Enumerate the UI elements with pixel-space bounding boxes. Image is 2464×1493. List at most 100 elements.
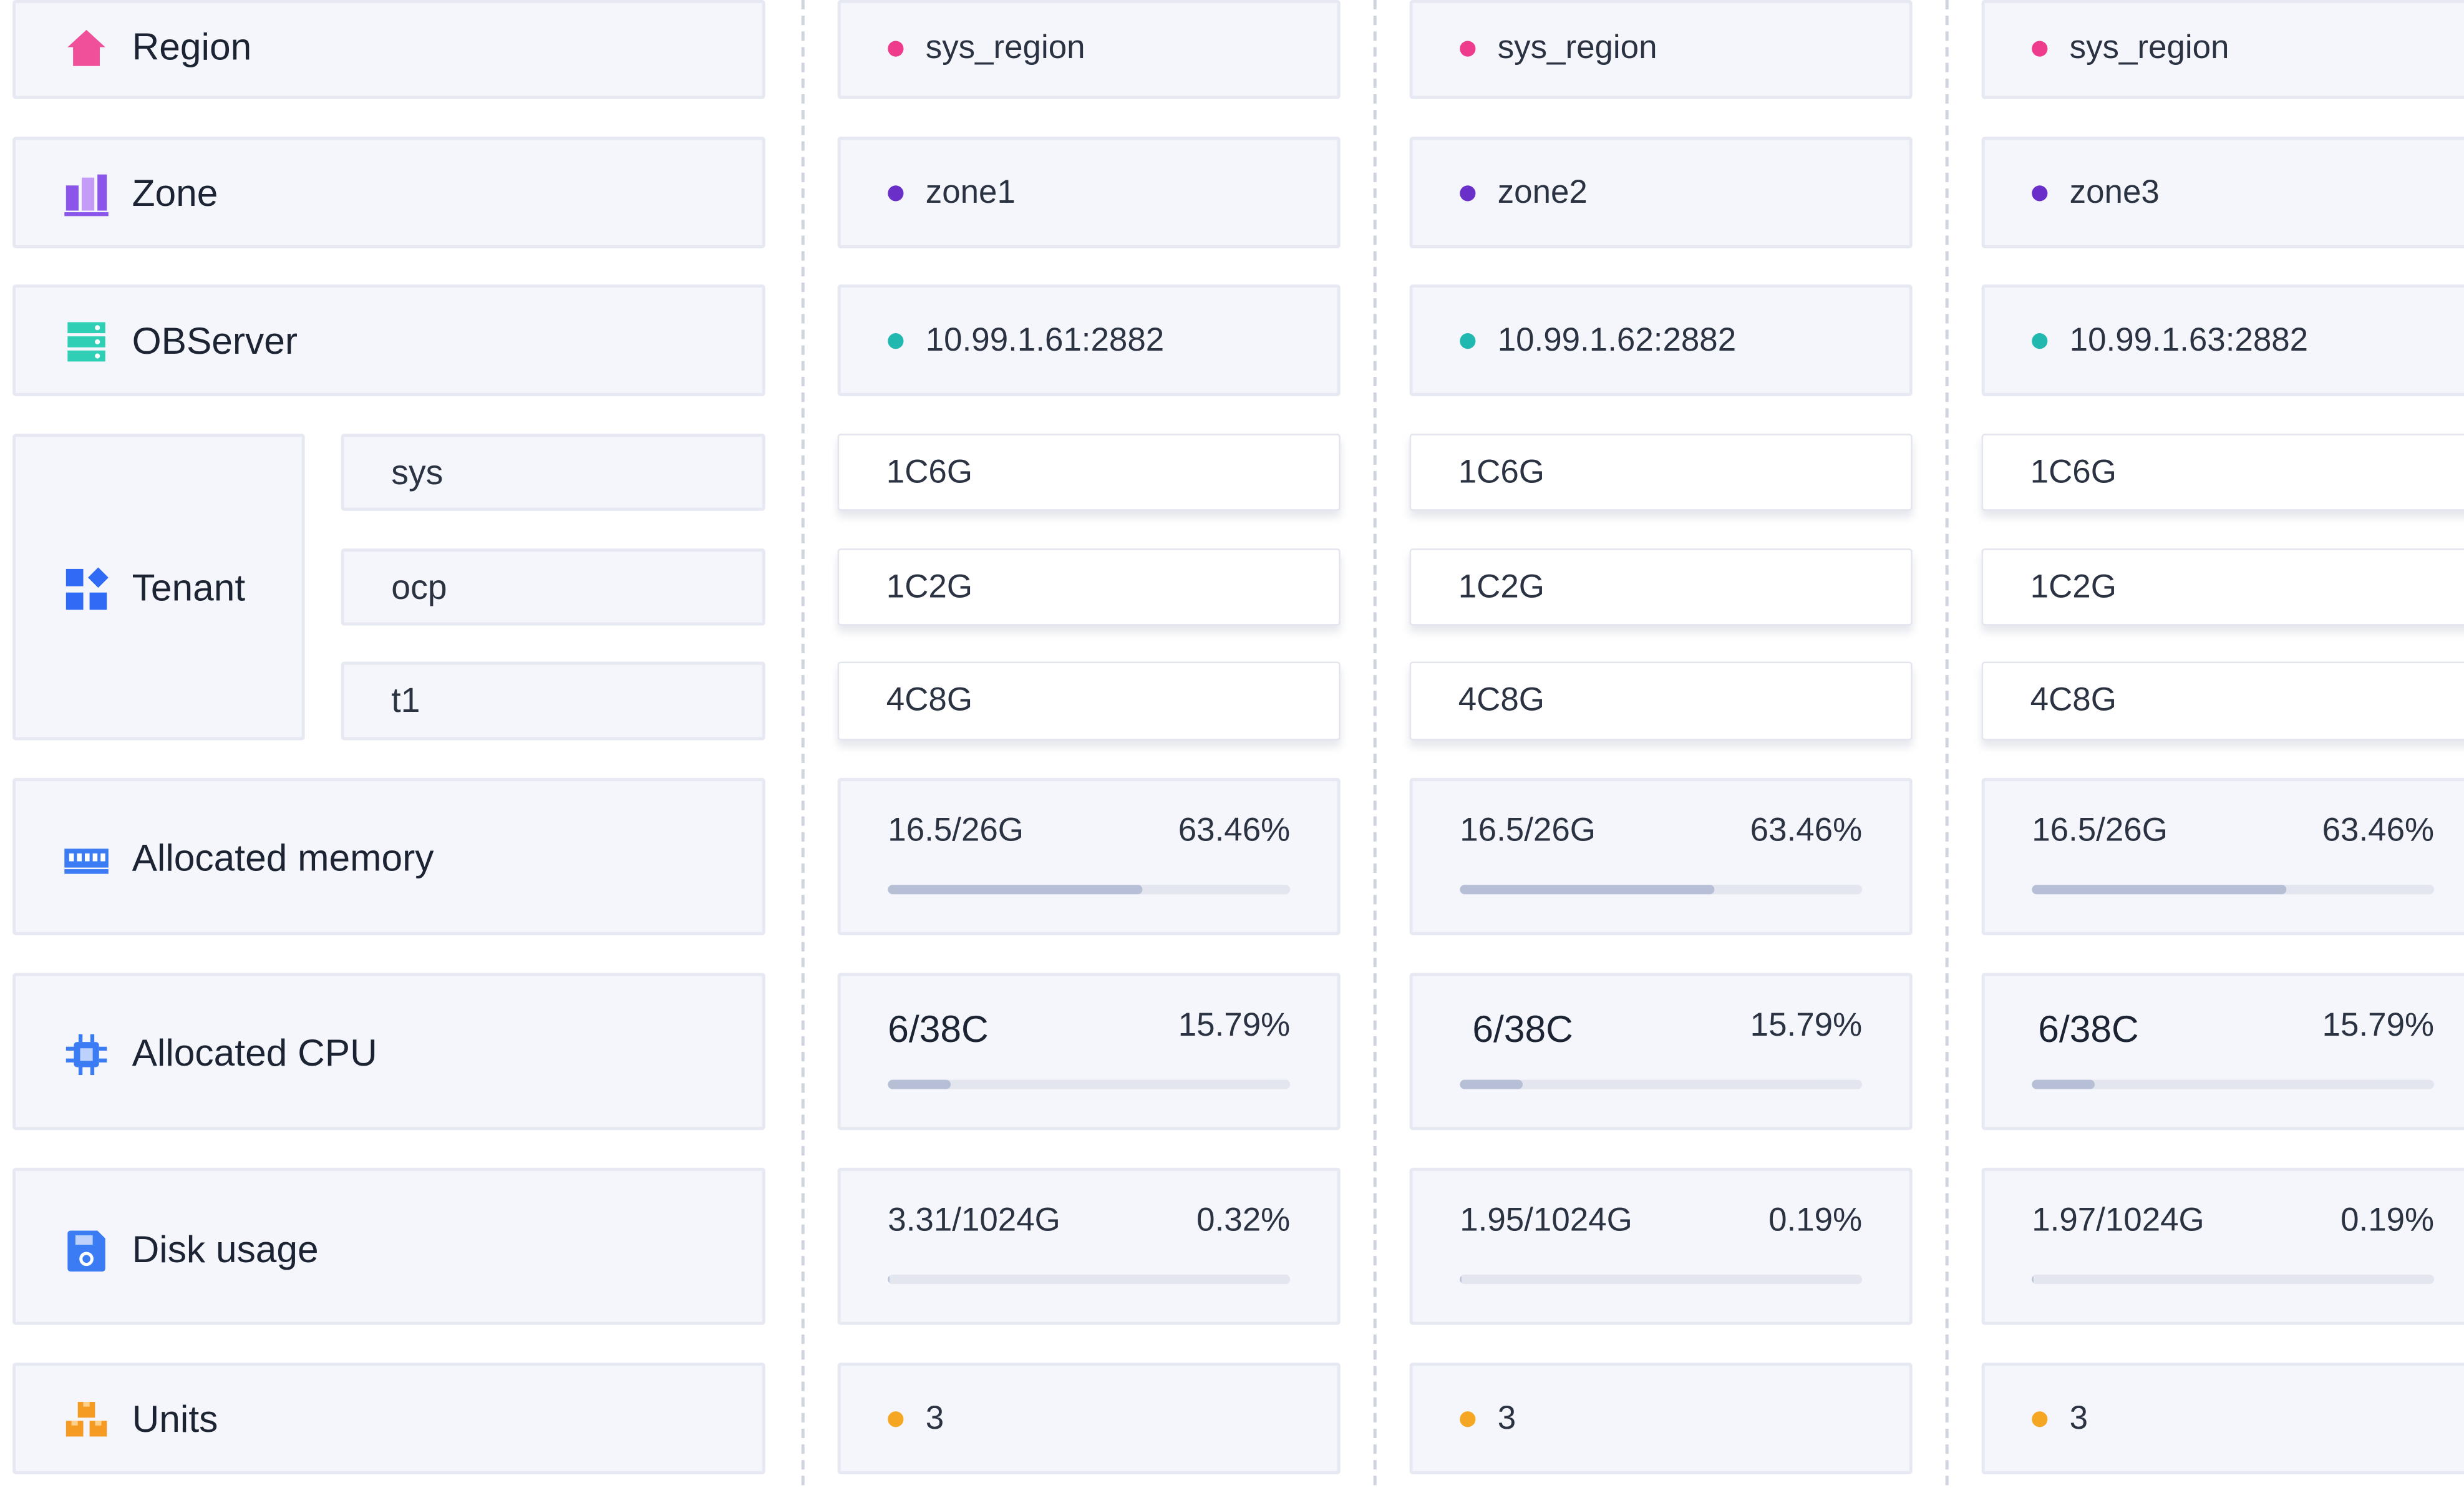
- disk-percent: 0.19%: [2340, 1202, 2435, 1239]
- region-dot: [2032, 41, 2048, 57]
- tenant-spec: 1C6G: [2030, 453, 2117, 490]
- boxes-icon: [65, 1402, 107, 1437]
- disk-icon: [67, 1230, 105, 1272]
- memory-percent: 63.46%: [2322, 812, 2435, 849]
- tenant-name-t1: t1: [391, 680, 420, 720]
- cpu-percent: 15.79%: [1178, 1007, 1291, 1044]
- tenant-spec-cell: 1C2G: [1409, 548, 1913, 626]
- tenant-spec-cell: 4C8G: [1981, 661, 2464, 741]
- region-label: Region: [132, 26, 252, 69]
- observer-dot: [2032, 332, 2048, 348]
- zone-cell: zone3: [1981, 137, 2464, 249]
- memory-percent: 63.46%: [1750, 812, 1863, 849]
- units-value: 3: [1497, 1399, 1516, 1436]
- zone-dot: [2032, 184, 2048, 201]
- memory-allocated: 16.5/26G: [1460, 812, 1596, 849]
- bar-chart-icon: [64, 174, 109, 216]
- memory-label-card: Allocated memory: [12, 777, 765, 935]
- disk-percent: 0.32%: [1196, 1202, 1291, 1239]
- tenant-name-card-ocp: ocp: [341, 548, 765, 626]
- tenant-spec-cell: 1C6G: [1409, 434, 1913, 511]
- cpu-label-card: Allocated CPU: [12, 973, 765, 1131]
- tenant-name-sys: sys: [391, 452, 444, 492]
- cpu-progress-bar: [2032, 1079, 2435, 1089]
- tenant-spec: 1C6G: [1458, 453, 1545, 490]
- observer-address: 10.99.1.62:2882: [1497, 321, 1737, 358]
- disk-progress-bar: [888, 1274, 1291, 1285]
- observer-dot: [1460, 332, 1476, 348]
- zone-value: zone2: [1497, 173, 1588, 210]
- disk-percent: 0.19%: [1768, 1202, 1863, 1239]
- memory-cell: 16.5/26G 63.46%: [1409, 777, 1913, 935]
- units-dot: [2032, 1410, 2048, 1427]
- memory-allocated: 16.5/26G: [888, 812, 1024, 849]
- cpu-percent: 15.79%: [1750, 1007, 1863, 1044]
- units-label: Units: [132, 1398, 218, 1442]
- cpu-progress-fill: [1460, 1079, 1524, 1089]
- tenant-spec-cell: 4C8G: [837, 661, 1341, 741]
- cpu-progress-fill: [888, 1079, 952, 1089]
- observer-address: 10.99.1.63:2882: [2069, 321, 2309, 358]
- tenant-name-ocp: ocp: [391, 567, 447, 606]
- cpu-progress-bar: [888, 1079, 1291, 1089]
- disk-cell: 1.95/1024G 0.19%: [1409, 1167, 1913, 1325]
- server-icon: [67, 322, 105, 362]
- house-icon: [67, 29, 105, 66]
- region-value: sys_region: [925, 29, 1085, 66]
- region-cell: sys_region: [1981, 0, 2464, 99]
- cpu-cell: 6/38C 15.79%: [837, 973, 1341, 1131]
- region-value: sys_region: [1497, 29, 1657, 66]
- tenant-spec-cell: 1C2G: [837, 548, 1341, 626]
- cpu-allocated: 6/38C: [2038, 1009, 2139, 1052]
- disk-progress-fill: [2032, 1274, 2034, 1285]
- zone-label-card: Zone: [12, 137, 765, 249]
- memory-cell: 16.5/26G 63.46%: [1981, 777, 2464, 935]
- units-label-card: Units: [12, 1363, 765, 1474]
- tenant-spec-cell: 1C6G: [1981, 434, 2464, 511]
- region-cell: sys_region: [1409, 0, 1913, 99]
- cpu-label: Allocated CPU: [132, 1033, 377, 1076]
- tenant-label-card: Tenant: [12, 434, 305, 741]
- observer-cell: 10.99.1.62:2882: [1409, 284, 1913, 396]
- units-cell: 3: [837, 1363, 1341, 1474]
- cpu-progress-bar: [1460, 1079, 1863, 1089]
- tenant-spec-cell: 1C6G: [837, 434, 1341, 511]
- disk-label: Disk usage: [132, 1228, 319, 1272]
- cpu-allocated: 6/38C: [888, 1009, 989, 1052]
- tenant-spec: 1C2G: [2030, 568, 2117, 605]
- disk-used: 1.97/1024G: [2032, 1202, 2205, 1239]
- zone-value: zone3: [2069, 173, 2160, 210]
- tenant-name-card-sys: sys: [341, 434, 765, 511]
- disk-progress-bar: [2032, 1274, 2435, 1285]
- disk-used: 3.31/1024G: [888, 1202, 1060, 1239]
- cpu-progress-fill: [2032, 1079, 2096, 1089]
- memory-allocated: 16.5/26G: [2032, 812, 2168, 849]
- observer-cell: 10.99.1.61:2882: [837, 284, 1341, 396]
- disk-progress-fill: [1460, 1274, 1462, 1285]
- tenant-spec: 1C6G: [886, 453, 973, 490]
- memory-progress-fill: [2032, 885, 2287, 895]
- column-separator: [1373, 0, 1377, 1486]
- observer-label-card: OBServer: [12, 284, 765, 396]
- grid-apps-icon: [65, 567, 109, 610]
- observer-label: OBServer: [132, 320, 298, 363]
- cpu-cell: 6/38C 15.79%: [1981, 973, 2464, 1131]
- region-label-card: Region: [12, 0, 765, 99]
- region-cell: sys_region: [837, 0, 1341, 99]
- zone-cell: zone1: [837, 137, 1341, 249]
- units-value: 3: [2069, 1399, 2088, 1436]
- tenant-label: Tenant: [132, 567, 246, 610]
- memory-percent: 63.46%: [1178, 812, 1291, 849]
- zone-label: Zone: [132, 173, 218, 216]
- tenant-spec: 1C2G: [886, 568, 973, 605]
- region-dot: [1460, 41, 1476, 57]
- units-dot: [1460, 1410, 1476, 1427]
- memory-progress-bar: [888, 885, 1291, 895]
- memory-progress-fill: [888, 885, 1143, 895]
- tenant-spec: 1C2G: [1458, 568, 1545, 605]
- cpu-cell: 6/38C 15.79%: [1409, 973, 1913, 1131]
- zone-dot: [888, 184, 904, 201]
- units-cell: 3: [1981, 1363, 2464, 1474]
- cpu-allocated: 6/38C: [1472, 1009, 1573, 1052]
